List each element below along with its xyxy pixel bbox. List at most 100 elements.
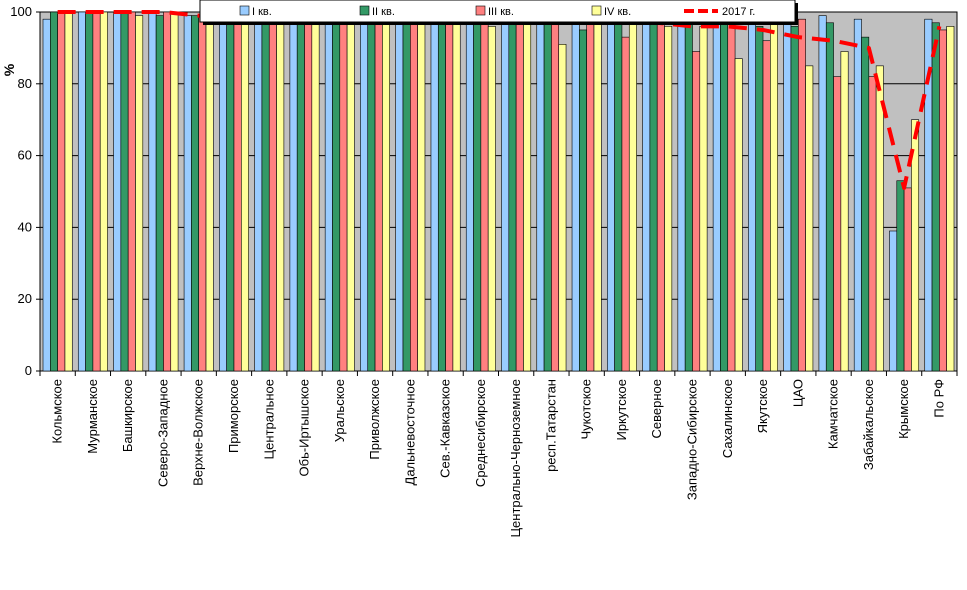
bar [85, 11, 94, 372]
bar [833, 76, 842, 372]
bar [656, 15, 665, 372]
bar [135, 15, 144, 372]
x-tick-label: респ.Татарстан [543, 379, 558, 472]
x-tick-label: Крымское [896, 379, 911, 439]
bar [692, 51, 701, 372]
bar [346, 15, 355, 372]
bar [148, 11, 157, 372]
y-tick-label: 80 [18, 76, 32, 91]
bar [382, 15, 390, 372]
y-tick-label: 40 [18, 219, 32, 234]
bar [861, 36, 870, 372]
bar [543, 22, 552, 372]
bar [868, 76, 877, 372]
x-tick-label: Северо-Западное [155, 379, 170, 487]
bar [939, 29, 947, 372]
bar [684, 15, 693, 372]
legend-swatch [359, 5, 370, 16]
bar [465, 15, 474, 372]
bar [770, 22, 778, 372]
bar [332, 15, 341, 372]
bar [268, 15, 277, 372]
x-tick-label: Сахалинское [720, 379, 735, 458]
x-tick-label: Башкирское [120, 379, 135, 452]
x-tick-label: Центральное [261, 379, 276, 459]
bar [536, 18, 545, 372]
bar [64, 11, 73, 372]
x-tick-label: ЦАО [790, 379, 805, 407]
bar [614, 18, 623, 372]
x-tick-label: Кольмское [50, 379, 65, 444]
bar [226, 18, 235, 372]
bar [311, 11, 320, 372]
bar [790, 26, 799, 372]
bar [367, 18, 376, 372]
bar [797, 18, 806, 372]
bar [198, 15, 207, 372]
bar [664, 26, 673, 372]
x-tick-label: Уральское [332, 379, 347, 442]
bar [480, 15, 489, 372]
bar [642, 18, 651, 372]
bar [805, 65, 814, 372]
bar [445, 18, 454, 372]
legend-label: I кв. [252, 6, 272, 18]
bar [755, 26, 764, 372]
bar [783, 22, 792, 372]
legend-swatch [475, 5, 486, 16]
bar [205, 15, 214, 372]
bar [677, 18, 686, 372]
bar [304, 15, 313, 372]
bar [183, 15, 192, 372]
bar [155, 15, 164, 372]
x-tick-label: Среднесибирское [473, 379, 488, 487]
x-tick-label: Обь-Иртышское [297, 379, 312, 476]
legend-label: IV кв. [604, 6, 631, 18]
bar [452, 18, 461, 372]
bar [163, 11, 172, 372]
bar [50, 11, 58, 372]
bar [437, 22, 446, 372]
bar [558, 44, 567, 372]
bar [903, 187, 912, 372]
x-tick-label: Северное [649, 379, 664, 438]
bar [911, 119, 920, 372]
bar [501, 15, 510, 372]
y-tick-label: 0 [25, 363, 32, 378]
x-tick-label: Забайкальское [861, 379, 876, 470]
bar [551, 18, 560, 372]
bar [607, 22, 615, 372]
bar [649, 18, 658, 372]
bar [508, 22, 517, 372]
legend-label: 2017 г. [722, 6, 755, 18]
x-tick-label: Чукотское [579, 379, 594, 440]
bar [276, 15, 285, 372]
bar [254, 11, 263, 372]
x-tick-label: Камчатское [826, 379, 841, 449]
x-tick-label: Мурманское [85, 379, 100, 454]
x-tick-label: Приморское [226, 379, 241, 453]
bar [586, 15, 595, 372]
bar [57, 11, 66, 372]
bar [946, 26, 955, 372]
bar [120, 11, 129, 372]
bar [515, 18, 524, 372]
bar [113, 11, 122, 372]
y-axis: 0 20 40 60 80 100 [10, 4, 40, 378]
bar [410, 18, 418, 372]
bar [417, 18, 426, 372]
bar [896, 180, 905, 372]
bar [360, 22, 369, 372]
bar [170, 11, 179, 372]
bar [42, 18, 51, 372]
bar [699, 26, 708, 372]
x-tick-label: Якутское [755, 379, 770, 433]
bar [840, 51, 849, 372]
bar [261, 18, 270, 372]
bar [402, 15, 411, 372]
bar [77, 11, 86, 372]
y-tick-label: 20 [18, 291, 32, 306]
bar [324, 11, 333, 372]
y-axis-label: % [1, 63, 17, 76]
